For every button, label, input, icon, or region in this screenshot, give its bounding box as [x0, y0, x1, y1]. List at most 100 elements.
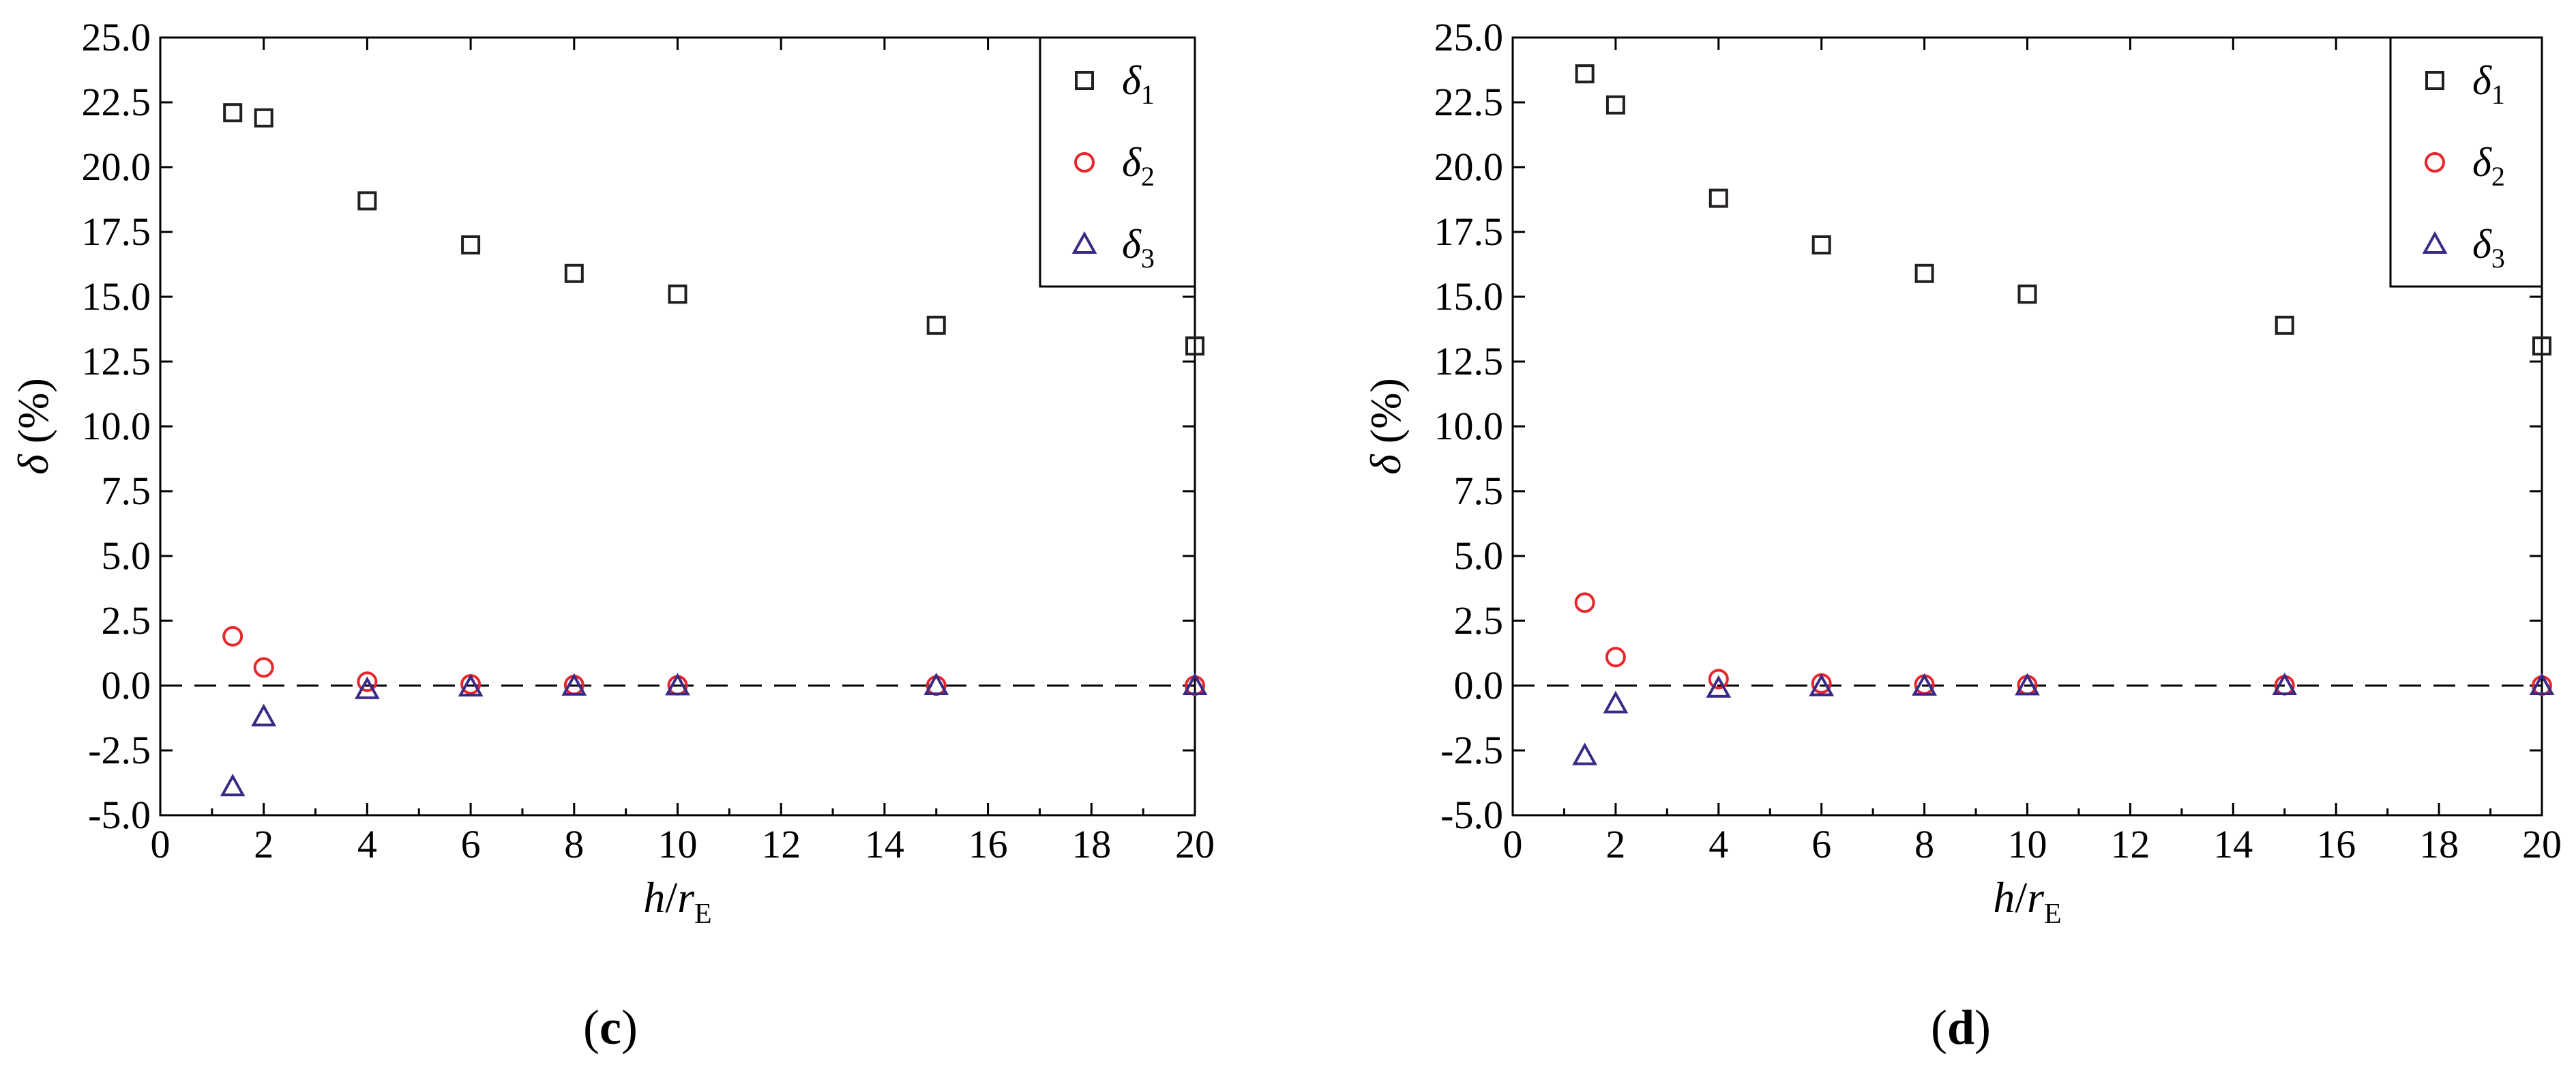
x-tick-label: 0 [151, 822, 171, 866]
point-triangle-delta3 [561, 673, 587, 696]
x-tick-label: 0 [1503, 822, 1523, 866]
x-tick-label: 10 [2008, 822, 2047, 866]
y-tick-label: 25.0 [82, 15, 151, 59]
x-axis-label: h/rE [1993, 873, 2061, 930]
x-tick-label: 12 [2110, 822, 2150, 866]
point-square-delta1 [1811, 235, 1831, 254]
x-tick-label: 8 [564, 822, 584, 866]
x-tick-label: 14 [865, 822, 904, 866]
x-tick-label: 12 [761, 822, 801, 866]
legend-entry: δ1 [1122, 58, 1155, 110]
x-tick-label: 6 [461, 822, 481, 866]
y-tick-label: 7.5 [1454, 469, 1504, 513]
x-tick-label: 16 [968, 822, 1008, 866]
legend-entry: δ2 [2472, 140, 2505, 192]
point-square-delta1 [564, 263, 584, 283]
y-tick-label: 7.5 [102, 469, 151, 513]
x-tick-label: 6 [1811, 822, 1831, 866]
y-tick-label: -5.0 [1440, 793, 1503, 837]
legend-entry: δ1 [2472, 58, 2505, 110]
point-triangle-delta3 [458, 673, 484, 697]
y-tick-label: 17.5 [82, 209, 151, 254]
y-tick-label: 5.0 [102, 533, 151, 578]
x-tick-label: 18 [2419, 822, 2459, 866]
y-tick-label: -2.5 [88, 728, 151, 772]
point-square-delta1 [461, 235, 481, 254]
y-tick-label: 12.5 [82, 339, 151, 383]
x-tick-label: 10 [658, 822, 698, 866]
x-tick-label: 18 [1071, 822, 1111, 866]
point-circle-delta2 [1605, 647, 1626, 668]
x-tick-label: 8 [1914, 822, 1934, 866]
point-square-delta1 [1914, 263, 1934, 283]
point-square-delta1 [2017, 284, 2037, 304]
point-square-delta1 [357, 191, 377, 211]
point-square-delta1 [1575, 64, 1595, 84]
point-square-delta1 [223, 103, 243, 123]
point-circle-delta2 [222, 626, 243, 647]
point-triangle-delta3 [665, 673, 690, 696]
panel-label: (d) [1931, 1000, 1991, 1055]
y-tick-label: 15.0 [1434, 274, 1504, 319]
y-tick-label: 0.0 [102, 663, 151, 707]
point-triangle-delta3 [2272, 672, 2298, 695]
point-square-delta1 [668, 284, 687, 304]
point-triangle-delta3 [1603, 690, 1629, 714]
point-triangle-delta3 [2015, 673, 2040, 696]
point-triangle-delta3 [355, 676, 380, 699]
point-triangle-delta3 [1572, 742, 1598, 765]
y-tick-label: 22.5 [1434, 80, 1504, 124]
y-tick-label: 17.5 [1434, 209, 1504, 254]
legend-marker-triangle [1071, 231, 1097, 254]
point-triangle-delta3 [1706, 675, 1732, 698]
x-axis-label: h/rE [643, 873, 711, 930]
plot-frame [1511, 36, 2543, 817]
point-square-delta1 [1708, 188, 1728, 208]
point-triangle-delta3 [251, 703, 277, 727]
y-tick-label: 12.5 [1434, 339, 1504, 383]
x-tick-label: 20 [1175, 822, 1215, 866]
y-tick-label: 5.0 [1454, 533, 1504, 578]
legend-box [2389, 36, 2543, 288]
point-triangle-delta3 [1182, 672, 1208, 695]
y-tick-label: 2.5 [1454, 598, 1504, 643]
y-tick-label: -2.5 [1440, 728, 1503, 772]
point-circle-delta2 [1574, 592, 1595, 613]
y-tick-label: 0.0 [1454, 663, 1504, 707]
y-tick-label: 10.0 [82, 404, 151, 448]
point-triangle-delta3 [1912, 673, 1937, 696]
point-square-delta1 [1185, 336, 1204, 356]
point-square-delta1 [254, 108, 273, 128]
y-tick-label: 15.0 [82, 274, 151, 319]
x-tick-label: 4 [357, 822, 377, 866]
x-tick-label: 20 [2522, 822, 2562, 866]
y-tick-label: -5.0 [88, 793, 151, 837]
point-triangle-delta3 [2529, 672, 2555, 695]
y-tick-label: 22.5 [82, 80, 151, 124]
x-tick-label: 14 [2213, 822, 2253, 866]
x-tick-label: 16 [2316, 822, 2356, 866]
y-tick-label: 2.5 [102, 598, 151, 643]
panel-label: (c) [583, 1000, 638, 1055]
legend-marker-square [1075, 71, 1094, 90]
legend-entry: δ2 [1122, 140, 1155, 192]
legend-entry: δ3 [2472, 222, 2505, 274]
legend-marker-triangle [2422, 231, 2448, 254]
y-tick-label: 20.0 [82, 145, 151, 189]
x-tick-label: 2 [254, 822, 273, 866]
point-circle-delta2 [253, 657, 274, 678]
point-triangle-delta3 [220, 774, 246, 797]
y-axis-label: δ (%) [9, 378, 57, 475]
legend-marker-circle [1074, 152, 1095, 173]
legend-box [1039, 36, 1196, 288]
point-circle-delta2 [1708, 669, 1729, 690]
point-square-delta1 [2275, 315, 2294, 335]
y-tick-label: 20.0 [1434, 145, 1504, 189]
y-axis-label: δ (%) [1361, 378, 1410, 475]
legend-marker-square [2425, 71, 2444, 90]
point-square-delta1 [2532, 336, 2551, 356]
x-tick-label: 4 [1708, 822, 1728, 866]
chart-panel-c: 0 2 4 6 8 10 12 14 16 18 20 -5.0 -2.5 0.0 2.5 5.0 7.5 10.… [9, 15, 1215, 1055]
point-triangle-delta3 [923, 672, 949, 695]
